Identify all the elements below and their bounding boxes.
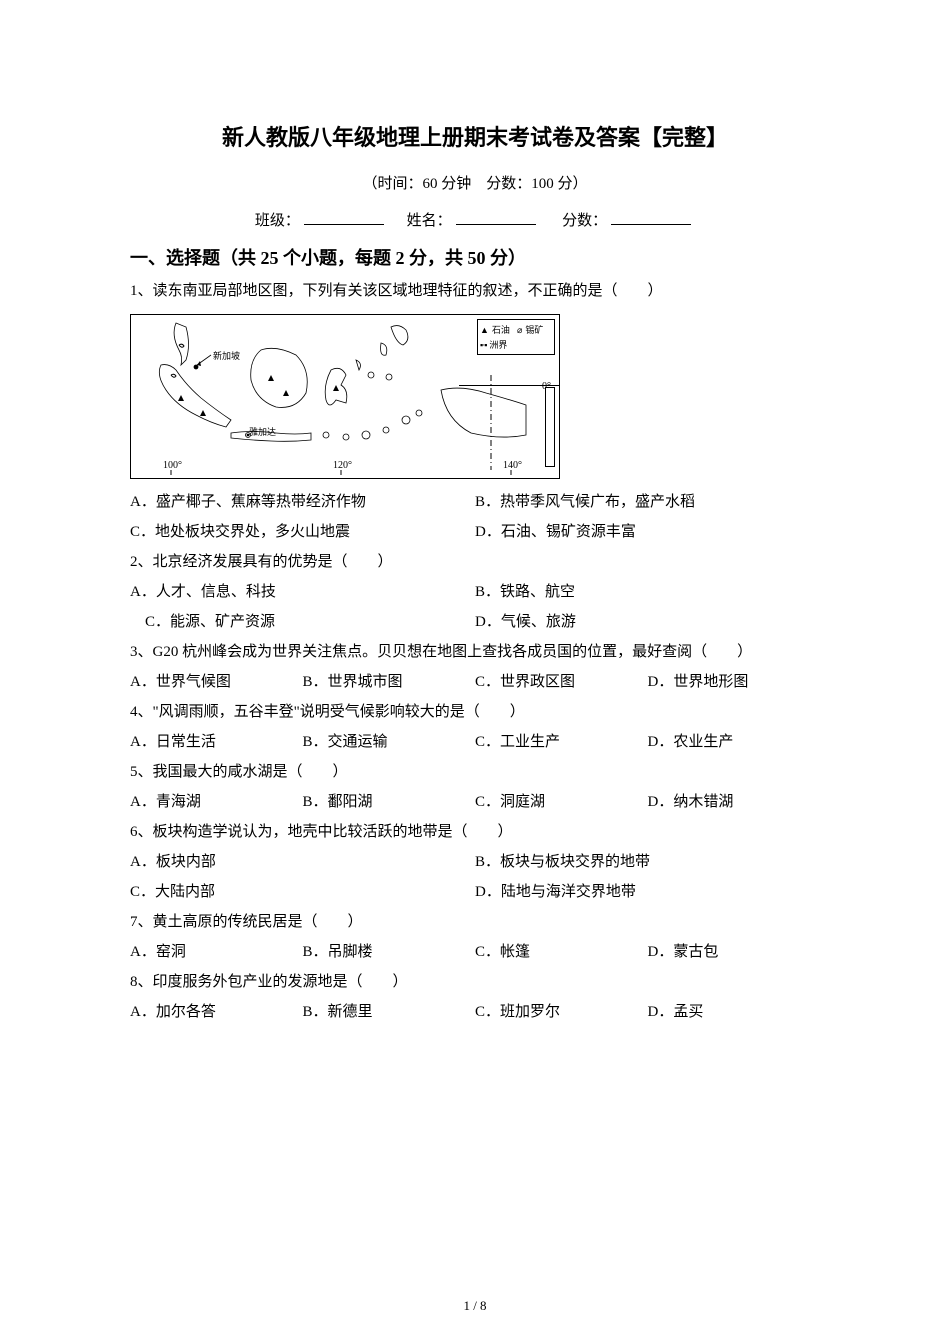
q6-text: 6、板块构造学说认为，地壳中比较活跃的地带是（ ）	[130, 817, 820, 847]
q2-opt-c: C．能源、矿产资源	[130, 607, 475, 637]
q3-opt-d: D．世界地形图	[648, 667, 821, 697]
question-3: 3、G20 杭州峰会成为世界关注焦点。贝贝想在地图上查找各成员国的位置，最好查阅…	[130, 637, 820, 697]
q3-text: 3、G20 杭州峰会成为世界关注焦点。贝贝想在地图上查找各成员国的位置，最好查阅…	[130, 637, 820, 667]
q3-opt-a: A．世界气候图	[130, 667, 303, 697]
q8-opt-a: A．加尔各答	[130, 997, 303, 1027]
legend-boundary: 洲界	[489, 336, 507, 354]
q5-opt-d: D．纳木错湖	[648, 787, 821, 817]
q4-text: 4、"风调雨顺，五谷丰登"说明受气候影响较大的是（ ）	[130, 697, 820, 727]
boundary-icon: ▪·▪	[480, 336, 486, 354]
q8-opt-c: C．班加罗尔	[475, 997, 648, 1027]
q4-opt-b: B．交通运输	[303, 727, 476, 757]
question-6: 6、板块构造学说认为，地壳中比较活跃的地带是（ ） A．板块内部 B．板块与板块…	[130, 817, 820, 907]
class-blank	[304, 224, 384, 225]
name-label: 姓名：	[407, 213, 452, 229]
question-5: 5、我国最大的咸水湖是（ ） A．青海湖 B．鄱阳湖 C．洞庭湖 D．纳木错湖	[130, 757, 820, 817]
label-singapore: 新加坡	[213, 347, 240, 365]
q1-opt-b: B．热带季风气候广布，盛产水稻	[475, 487, 820, 517]
q8-text: 8、印度服务外包产业的发源地是（ ）	[130, 967, 820, 997]
question-8: 8、印度服务外包产业的发源地是（ ） A．加尔各答 B．新德里 C．班加罗尔 D…	[130, 967, 820, 1027]
q3-opt-c: C．世界政区图	[475, 667, 648, 697]
q1-opt-a: A．盛产椰子、蕉麻等热带经济作物	[130, 487, 475, 517]
q1-text: 1、读东南亚局部地区图，下列有关该区域地理特征的叙述，不正确的是（ ）	[130, 276, 820, 306]
score-blank	[611, 224, 691, 225]
tin-icon: ⌀	[517, 321, 522, 339]
page-number: 1 / 8	[0, 1298, 950, 1314]
exam-info: （时间：60 分钟 分数：100 分）	[130, 172, 820, 193]
q8-opt-b: B．新德里	[303, 997, 476, 1027]
lat-band	[545, 387, 555, 467]
question-4: 4、"风调雨顺，五谷丰登"说明受气候影响较大的是（ ） A．日常生活 B．交通运…	[130, 697, 820, 757]
exam-title: 新人教版八年级地理上册期末考试卷及答案【完整】	[130, 120, 820, 152]
q5-text: 5、我国最大的咸水湖是（ ）	[130, 757, 820, 787]
map-figure: ▲石油 ⌀锡矿 ▪·▪ 洲界 新加坡 雅加达 0° 100° 120° 140°	[130, 314, 560, 479]
q7-opt-b: B．吊脚楼	[303, 937, 476, 967]
q1-opt-c: C．地处板块交界处，多火山地震	[130, 517, 475, 547]
q6-opt-c: C．大陆内部	[130, 877, 475, 907]
score-label: 分数：	[562, 213, 607, 229]
q5-opt-b: B．鄱阳湖	[303, 787, 476, 817]
name-blank	[456, 224, 536, 225]
q4-opt-a: A．日常生活	[130, 727, 303, 757]
q7-opt-a: A．窑洞	[130, 937, 303, 967]
q2-text: 2、北京经济发展具有的优势是（ ）	[130, 547, 820, 577]
label-jakarta: 雅加达	[249, 423, 276, 441]
lon-100: 100°	[163, 456, 182, 476]
q5-opt-a: A．青海湖	[130, 787, 303, 817]
class-label: 班级：	[255, 213, 300, 229]
q1-opt-d: D．石油、锡矿资源丰富	[475, 517, 820, 547]
q2-opt-d: D．气候、旅游	[475, 607, 820, 637]
question-2: 2、北京经济发展具有的优势是（ ） A．人才、信息、科技 B．铁路、航空 C．能…	[130, 547, 820, 637]
student-info-line: 班级： 姓名： 分数：	[130, 209, 820, 230]
question-1: 1、读东南亚局部地区图，下列有关该区域地理特征的叙述，不正确的是（ ）	[130, 276, 820, 547]
q6-opt-a: A．板块内部	[130, 847, 475, 877]
q7-opt-c: C．帐篷	[475, 937, 648, 967]
q7-opt-d: D．蒙古包	[648, 937, 821, 967]
map-legend: ▲石油 ⌀锡矿 ▪·▪ 洲界	[477, 319, 555, 355]
legend-tin: 锡矿	[525, 321, 543, 339]
question-7: 7、黄土高原的传统民居是（ ） A．窑洞 B．吊脚楼 C．帐篷 D．蒙古包	[130, 907, 820, 967]
q6-opt-d: D．陆地与海洋交界地带	[475, 877, 820, 907]
q4-opt-c: C．工业生产	[475, 727, 648, 757]
q3-opt-b: B．世界城市图	[303, 667, 476, 697]
lon-120: 120°	[333, 456, 352, 476]
q7-text: 7、黄土高原的传统民居是（ ）	[130, 907, 820, 937]
q5-opt-c: C．洞庭湖	[475, 787, 648, 817]
q8-opt-d: D．孟买	[648, 997, 821, 1027]
q4-opt-d: D．农业生产	[648, 727, 821, 757]
lon-140: 140°	[503, 456, 522, 476]
q2-opt-b: B．铁路、航空	[475, 577, 820, 607]
section-1-heading: 一、选择题（共 25 个小题，每题 2 分，共 50 分）	[130, 244, 820, 270]
q2-opt-a: A．人才、信息、科技	[130, 577, 475, 607]
q6-opt-b: B．板块与板块交界的地带	[475, 847, 820, 877]
